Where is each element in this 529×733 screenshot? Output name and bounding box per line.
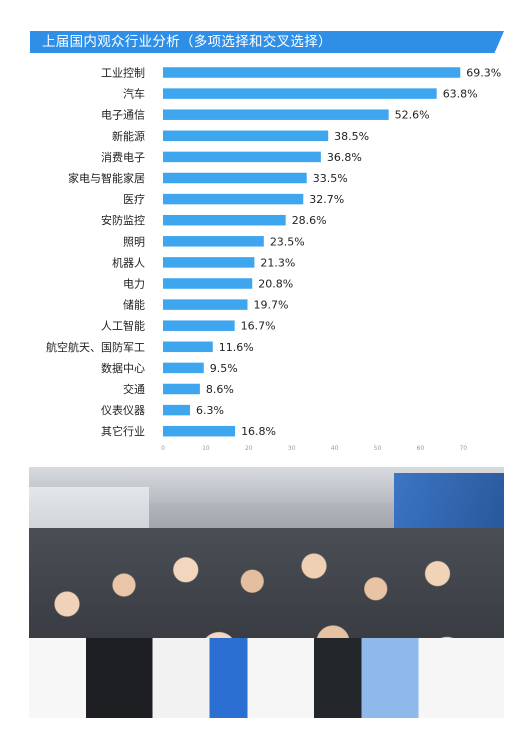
category-label: 航空航天、国防军工 bbox=[46, 340, 145, 354]
value-label: 28.6% bbox=[292, 214, 327, 227]
value-label: 16.8% bbox=[241, 425, 276, 438]
industry-bar-chart: 工业控制 69.3% 汽车 63.8% 电子通信 52.6% 新能源 38.5% 消费电子 36.… bbox=[46, 66, 501, 453]
x-tick-label: 70 bbox=[459, 445, 467, 452]
bar bbox=[163, 214, 286, 226]
booth-right bbox=[394, 473, 504, 533]
bar bbox=[163, 88, 437, 99]
x-tick-label: 20 bbox=[245, 445, 253, 452]
bar bbox=[163, 362, 204, 374]
category-label: 电子通信 bbox=[101, 109, 145, 122]
value-label: 33.5% bbox=[313, 172, 348, 185]
category-label: 医疗 bbox=[123, 192, 145, 206]
value-label: 16.7% bbox=[241, 320, 276, 333]
value-label: 32.7% bbox=[309, 193, 344, 206]
category-label: 汽车 bbox=[123, 87, 145, 101]
bar bbox=[163, 341, 213, 353]
x-tick-label: 30 bbox=[288, 445, 296, 452]
bar bbox=[163, 130, 329, 142]
bar bbox=[163, 383, 200, 395]
value-label: 36.8% bbox=[327, 151, 362, 164]
value-label: 9.5% bbox=[210, 362, 238, 375]
bar bbox=[163, 172, 307, 184]
value-label: 8.6% bbox=[206, 383, 234, 396]
value-label: 38.5% bbox=[334, 130, 369, 143]
category-label: 仪表仪器 bbox=[101, 403, 145, 417]
category-label: 消费电子 bbox=[101, 150, 145, 164]
category-label: 机器人 bbox=[112, 255, 145, 269]
value-label: 21.3% bbox=[260, 256, 295, 269]
value-label: 11.6% bbox=[219, 341, 254, 354]
value-label: 19.7% bbox=[254, 299, 289, 312]
bar bbox=[163, 151, 321, 163]
x-tick-label: 60 bbox=[417, 445, 425, 452]
bar bbox=[163, 257, 255, 268]
category-label: 电力 bbox=[123, 278, 145, 291]
category-label: 数据中心 bbox=[101, 361, 145, 375]
x-tick-label: 10 bbox=[202, 445, 210, 452]
bar bbox=[163, 278, 253, 289]
category-label: 家电与智能家居 bbox=[68, 171, 145, 185]
bar bbox=[163, 299, 248, 310]
bar bbox=[163, 404, 191, 416]
value-label: 69.3% bbox=[466, 67, 501, 80]
value-label: 20.8% bbox=[258, 278, 293, 291]
category-label: 储能 bbox=[123, 298, 145, 312]
exhibition-crowd-photo bbox=[29, 467, 504, 718]
category-label: 新能源 bbox=[112, 129, 145, 143]
x-tick-label: 50 bbox=[374, 445, 382, 452]
bar bbox=[163, 425, 236, 437]
value-label: 52.6% bbox=[395, 109, 430, 122]
category-label: 工业控制 bbox=[101, 66, 145, 80]
bar bbox=[163, 320, 235, 331]
crowd-foreground bbox=[29, 638, 504, 718]
x-tick-label: 40 bbox=[331, 445, 339, 452]
category-label: 交通 bbox=[123, 382, 145, 396]
banner-background bbox=[30, 31, 504, 53]
page-title: 上届国内观众行业分析（多项选择和交叉选择） bbox=[42, 34, 332, 50]
bar bbox=[163, 193, 304, 205]
category-label: 照明 bbox=[123, 235, 145, 248]
x-tick-label: 0 bbox=[161, 445, 165, 452]
value-label: 6.3% bbox=[196, 404, 224, 417]
category-label: 安防监控 bbox=[101, 213, 145, 227]
bar bbox=[163, 67, 461, 78]
bar bbox=[163, 236, 264, 247]
category-label: 人工智能 bbox=[101, 319, 145, 333]
bar bbox=[163, 109, 389, 120]
value-label: 23.5% bbox=[270, 235, 305, 248]
section-banner: 上届国内观众行业分析（多项选择和交叉选择） bbox=[30, 31, 504, 53]
value-label: 63.8% bbox=[443, 88, 478, 101]
category-label: 其它行业 bbox=[101, 424, 145, 438]
